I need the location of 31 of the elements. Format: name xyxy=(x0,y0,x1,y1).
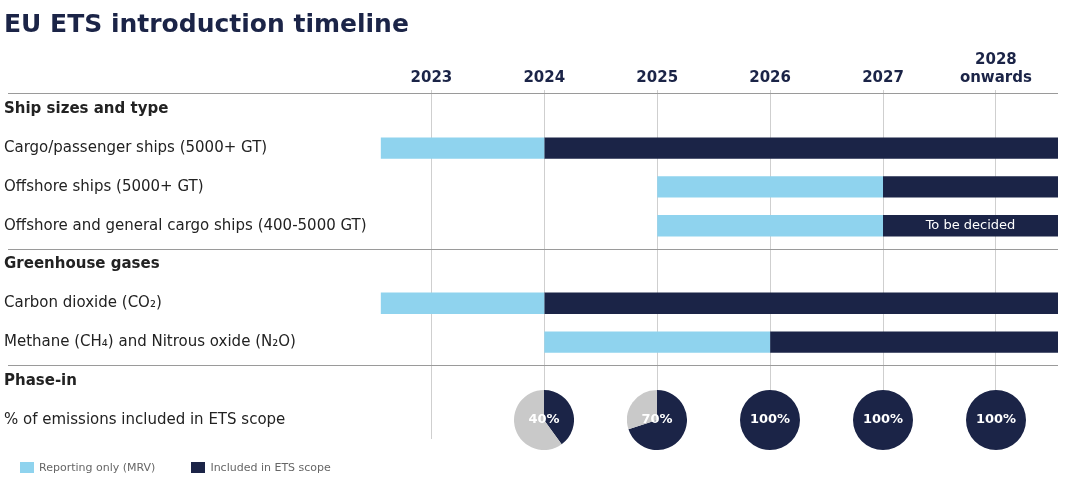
chart-title: EU ETS introduction timeline xyxy=(4,8,409,38)
x-tick-label: 2028 onwards xyxy=(959,49,1032,86)
bar xyxy=(657,176,883,198)
x-tick-label: 2023 xyxy=(410,67,453,86)
data-label: To be decided xyxy=(924,217,1016,233)
x-tick-label: 2026 xyxy=(749,67,791,86)
data-label: 100% xyxy=(750,410,791,426)
y-tick-label: Cargo/passenger ships (5000+ GT) xyxy=(4,138,268,157)
y-tick-label: Offshore ships (5000+ GT) xyxy=(4,176,204,195)
bar xyxy=(770,331,1058,353)
bar xyxy=(380,292,545,314)
data-label: 100% xyxy=(975,410,1016,426)
bar xyxy=(380,137,545,159)
bar xyxy=(883,176,1058,198)
bar xyxy=(544,137,1058,159)
x-tick-label: 2027 xyxy=(862,67,904,86)
legend-label: Included in ETS scope xyxy=(210,461,331,474)
legend-label: Reporting only (MRV) xyxy=(39,461,156,474)
bar xyxy=(544,331,771,353)
y-tick-label: Methane (CH₄) and Nitrous oxide (N₂O) xyxy=(4,331,296,350)
x-tick-label: 2025 xyxy=(636,67,679,86)
y-tick-label: Phase-in xyxy=(4,370,77,389)
bar xyxy=(544,292,1058,314)
bar xyxy=(657,215,883,237)
data-label: 100% xyxy=(862,410,904,426)
y-tick-label: Ship sizes and type xyxy=(4,99,169,118)
y-tick-label: Greenhouse gases xyxy=(4,254,160,273)
y-tick-label: % of emissions included in ETS scope xyxy=(4,409,286,428)
x-tick-label: 2024 xyxy=(523,67,566,86)
y-tick-label: Offshore and general cargo ships (400-5000 GT) xyxy=(4,215,367,234)
y-tick-label: Carbon dioxide (CO₂) xyxy=(4,293,162,312)
